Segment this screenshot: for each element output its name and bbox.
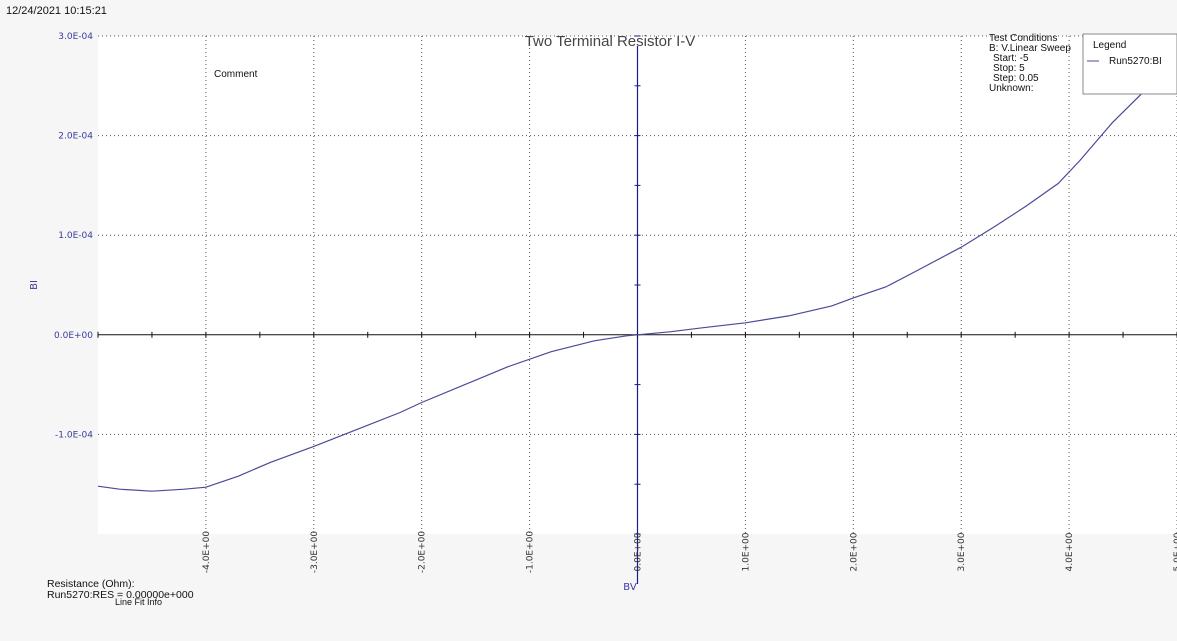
comment-label: Comment	[214, 69, 258, 80]
test-conditions: Test Conditions B: V.Linear Sweep Start:…	[989, 33, 1071, 94]
test-conditions-start: Start: -5	[993, 53, 1029, 64]
legend-entry: Run5270:BI	[1109, 56, 1162, 67]
x-tick-label: -1.0E+00	[526, 531, 536, 574]
x-tick-label: -4.0E+00	[202, 531, 212, 574]
y-tick-label: -1.0E-04	[55, 430, 93, 440]
y-tick-label: 1.0E-04	[58, 231, 93, 241]
x-tick-label: -2.0E+00	[418, 531, 428, 574]
test-conditions-step: Step: 0.05	[993, 73, 1039, 84]
ticks-layer: 3.0E-04 2.0E-04 1.0E-04 0.0E+00 -1.0E-04 -4.0…	[54, 32, 1177, 573]
x-tick-label: 4.0E+00	[1065, 532, 1075, 571]
legend-box	[1082, 33, 1177, 95]
x-axis-label: BV	[623, 582, 637, 593]
footer-resistance-label: Resistance (Ohm):	[47, 578, 135, 590]
x-tick-label: 2.0E+00	[849, 532, 859, 571]
chart-title: Two Terminal Resistor I-V	[525, 33, 696, 50]
legend: Legend Run5270:BI	[1082, 33, 1177, 95]
footer-line-fit-info: Line Fit Info	[115, 597, 163, 607]
test-conditions-stop: Stop: 5	[993, 63, 1025, 74]
legend-title: Legend	[1093, 40, 1126, 51]
y-tick-label: 3.0E-04	[58, 32, 93, 42]
x-tick-label: -3.0E+00	[310, 531, 320, 574]
x-tick-label: 3.0E+00	[957, 532, 967, 571]
x-tick-label: 5.0E+00	[1173, 532, 1177, 571]
x-tick-label: 1.0E+00	[741, 532, 751, 571]
x-tick-label: 0.0E+00	[634, 532, 644, 571]
y-tick-label: 2.0E-04	[58, 132, 93, 142]
series-layer	[97, 50, 1177, 492]
test-conditions-unknown: Unknown:	[989, 83, 1033, 94]
y-axis-label: BI	[29, 280, 40, 290]
test-conditions-sweep: B: V.Linear Sweep	[989, 43, 1071, 54]
y-tick-label: 0.0E+00	[54, 331, 93, 341]
footer-info: Resistance (Ohm): Run5270:RES = 0.00000e…	[47, 578, 194, 608]
test-conditions-heading: Test Conditions	[989, 33, 1057, 44]
grid-layer	[98, 35, 1177, 534]
series-line-run5270-bi	[97, 50, 1177, 492]
timestamp: 12/24/2021 10:15:21	[6, 5, 107, 17]
footer-resistance-value: Run5270:RES = 0.00000e+000	[47, 589, 194, 601]
